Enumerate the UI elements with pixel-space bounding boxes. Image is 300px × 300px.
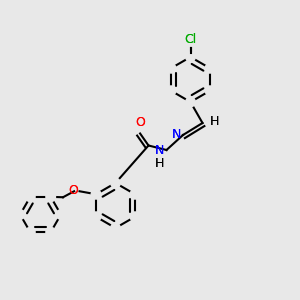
Circle shape [205, 86, 215, 95]
Circle shape [26, 192, 35, 202]
Text: N: N [172, 128, 182, 141]
Circle shape [46, 227, 56, 237]
Text: Cl: Cl [184, 33, 196, 46]
Circle shape [130, 190, 140, 199]
Text: N: N [172, 128, 182, 141]
Circle shape [46, 192, 56, 202]
Circle shape [130, 212, 140, 221]
Text: N: N [155, 143, 164, 157]
Circle shape [111, 223, 120, 233]
Circle shape [91, 190, 101, 199]
Circle shape [166, 86, 176, 95]
Circle shape [15, 210, 25, 219]
Circle shape [186, 97, 195, 107]
Text: H: H [155, 157, 164, 169]
Text: O: O [135, 116, 145, 129]
Circle shape [91, 212, 101, 221]
Circle shape [26, 227, 35, 237]
Circle shape [56, 210, 66, 219]
Text: H: H [210, 115, 219, 128]
Text: Cl: Cl [184, 33, 196, 46]
Text: O: O [68, 184, 78, 196]
Text: O: O [68, 184, 78, 196]
Circle shape [166, 63, 176, 73]
Circle shape [205, 63, 215, 73]
Circle shape [111, 178, 120, 188]
Text: H: H [210, 115, 219, 128]
Text: O: O [135, 116, 145, 129]
Text: H: H [155, 157, 164, 169]
Text: N: N [155, 143, 164, 157]
Circle shape [186, 52, 195, 62]
